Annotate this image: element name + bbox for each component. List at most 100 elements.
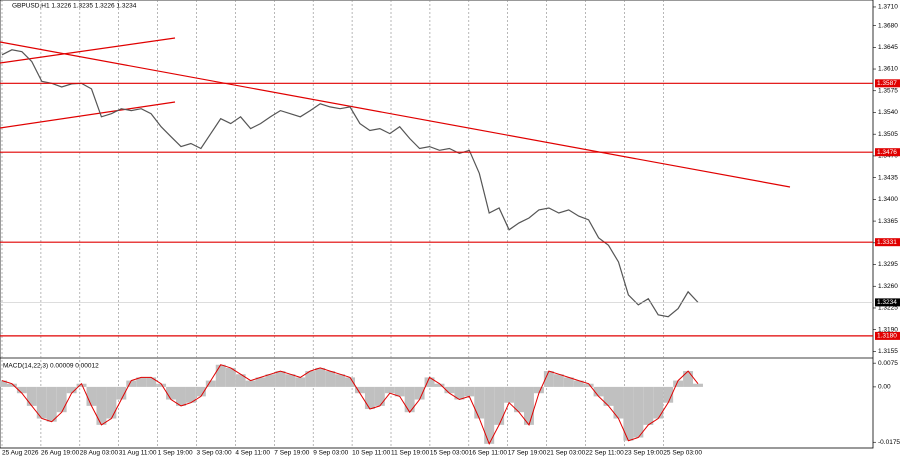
macd-bar	[653, 386, 664, 419]
macd-tick-label: 0.0075	[878, 360, 898, 367]
macd-bar	[146, 377, 157, 387]
trend-line	[0, 41, 791, 188]
macd-bar	[414, 386, 425, 400]
macd-bar	[315, 367, 326, 387]
macd-bar	[195, 386, 206, 397]
chart-title: GBPUSD,H1 1.3226 1.3235 1.3226 1.3234	[12, 3, 137, 10]
y-tick-label: 1.3190	[878, 326, 898, 333]
x-tick-label: 25 Aug 2026	[2, 450, 39, 457]
macd-tick-label: 0.00	[878, 384, 891, 391]
level-box	[875, 79, 900, 88]
level-box	[875, 148, 900, 157]
macd-bar	[126, 380, 137, 387]
y-tick-label: 1.3610	[878, 66, 898, 73]
macd-bar	[225, 367, 236, 387]
macd-title: MACD(14,22,3) 0.00009 0.00012	[3, 363, 99, 370]
x-tick-label: 15 Sep 03:00	[430, 450, 469, 457]
channel-lower	[0, 101, 176, 129]
macd-bar	[543, 371, 554, 387]
macd-bar	[573, 380, 584, 387]
x-tick-label: 21 Sep 03:00	[547, 450, 586, 457]
macd-bar	[156, 383, 167, 387]
macd-bar	[245, 380, 256, 387]
y-tick-label: 1.3295	[878, 261, 898, 268]
x-tick-label: 31 Aug 11:00	[119, 450, 157, 457]
macd-bar	[166, 386, 176, 400]
y-tick-label: 1.3435	[878, 174, 898, 181]
macd-bar	[563, 377, 574, 387]
macd-bar	[235, 374, 246, 387]
macd-bar	[215, 364, 226, 387]
macd-bar	[633, 386, 644, 438]
macd-bar	[305, 371, 316, 387]
macd-bar	[424, 377, 435, 387]
macd-bar	[553, 374, 564, 387]
x-tick-label: 7 Sep 19:00	[274, 450, 309, 457]
macd-tick-label: -0.0175	[878, 439, 900, 446]
macd-bar	[533, 386, 544, 394]
level-box	[875, 238, 900, 247]
macd-bar	[384, 386, 395, 394]
current-price-box	[875, 298, 900, 307]
macd-bar	[26, 386, 37, 406]
y-tick-label: 1.3645	[878, 44, 898, 51]
macd-bar	[593, 386, 604, 397]
macd-bar	[444, 386, 455, 394]
macd-bar	[514, 386, 524, 413]
macd-bar	[86, 386, 97, 406]
macd-bar	[354, 386, 365, 394]
macd-bar	[285, 374, 296, 387]
x-tick-label: 28 Aug 03:00	[80, 450, 119, 457]
x-tick-label: 22 Sep 11:00	[586, 450, 625, 457]
x-tick-label: 17 Sep 19:00	[508, 450, 547, 457]
macd-bar	[6, 383, 17, 387]
macd-bar	[116, 386, 127, 400]
y-tick-label: 1.3575	[878, 87, 898, 94]
macd-bar	[484, 386, 495, 444]
macd-bar	[623, 386, 634, 441]
macd-bar	[66, 386, 77, 394]
macd-bar	[76, 383, 87, 387]
macd-bar	[643, 386, 654, 425]
x-tick-label: 4 Sep 11:00	[235, 450, 270, 457]
x-tick-label: 11 Sep 19:00	[391, 450, 430, 457]
macd-bar	[335, 374, 346, 387]
macd-bar	[364, 386, 375, 410]
macd-bar	[36, 386, 47, 419]
y-tick-label: 1.3540	[878, 109, 898, 116]
y-tick-label: 1.3680	[878, 22, 898, 29]
macd-bar	[325, 371, 336, 387]
macd-bar	[673, 380, 684, 387]
y-tick-label: 1.3400	[878, 196, 898, 203]
macd-bar	[693, 383, 703, 387]
macd-bar	[345, 377, 355, 387]
macd-bar	[663, 386, 674, 403]
macd-bar	[16, 386, 27, 394]
macd-bar	[683, 371, 694, 387]
macd-bar	[106, 386, 117, 419]
y-tick-label: 1.3260	[878, 283, 898, 290]
y-tick-label: 1.3505	[878, 131, 898, 138]
macd-bar	[583, 383, 594, 387]
x-tick-label: 9 Sep 03:00	[313, 450, 348, 457]
macd-bar	[464, 386, 475, 397]
macd-bar	[295, 377, 306, 387]
macd-bar	[454, 386, 465, 400]
macd-bar	[474, 386, 485, 419]
plot-frame	[0, 0, 874, 449]
y-tick-label: 1.3710	[878, 4, 898, 11]
macd-bar	[394, 386, 405, 397]
macd-bar	[504, 386, 515, 403]
macd-bar	[524, 386, 534, 425]
y-tick-label: 1.3365	[878, 218, 898, 225]
level-label: 1.3331	[877, 239, 897, 246]
macd-bar	[185, 386, 196, 403]
macd-bar	[613, 386, 624, 419]
current-price-label: 1.3234	[877, 299, 897, 306]
macd-bar	[265, 374, 276, 387]
macd-outline	[1, 364, 699, 446]
macd-bar	[0, 380, 7, 387]
y-tick-label: 1.3225	[878, 305, 898, 312]
level-label: 1.3180	[877, 333, 897, 340]
